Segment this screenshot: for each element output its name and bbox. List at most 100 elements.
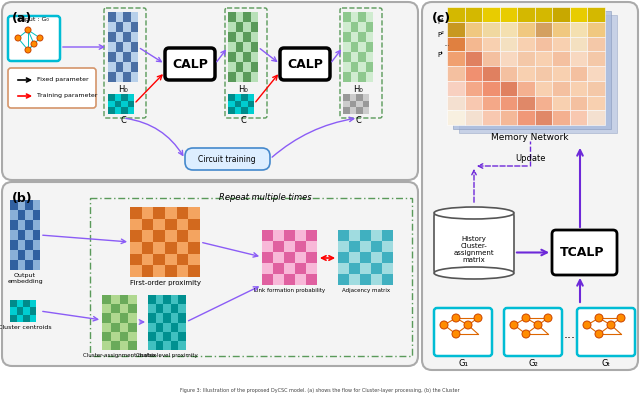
Bar [33,220,40,230]
Bar [17,200,25,210]
Bar [570,110,588,125]
Bar [108,22,115,32]
Bar [33,260,40,270]
Bar [10,300,17,307]
Text: Input : G₀: Input : G₀ [19,17,49,22]
Bar [358,52,365,62]
Bar [362,94,369,101]
Bar [517,95,535,110]
Bar [338,230,349,241]
Bar [570,36,588,51]
Circle shape [25,47,31,53]
Bar [349,252,360,263]
Bar [163,295,171,304]
Bar [10,230,17,240]
Bar [338,241,349,252]
Bar [365,22,373,32]
FancyBboxPatch shape [8,16,60,61]
Text: Cluster-assignment matrix: Cluster-assignment matrix [83,353,157,358]
FancyBboxPatch shape [165,48,215,80]
Circle shape [474,314,482,322]
Bar [351,52,358,62]
Bar [500,66,517,81]
Circle shape [617,314,625,322]
Bar [115,12,123,22]
Bar [171,322,179,332]
Bar [351,22,358,32]
Bar [102,332,111,341]
Bar [306,230,317,241]
Bar [131,62,138,72]
FancyBboxPatch shape [8,68,96,108]
Bar [111,341,120,350]
Bar [295,241,306,252]
Bar [360,274,371,285]
Ellipse shape [434,267,514,279]
Bar [295,252,306,263]
Circle shape [583,321,591,329]
Bar [570,81,588,95]
Bar [25,220,33,230]
Bar [177,254,188,265]
Bar [188,254,200,265]
Bar [33,250,40,260]
Bar [351,62,358,72]
Bar [482,95,500,110]
Bar [360,263,371,274]
Bar [500,51,517,66]
Bar [148,332,156,341]
Bar [102,295,111,304]
Bar [535,22,552,36]
Bar [120,295,128,304]
Text: G₂: G₂ [528,359,538,368]
Bar [382,230,393,241]
Text: H₀: H₀ [118,85,128,94]
Bar [120,313,128,322]
Text: Gₜ: Gₜ [602,359,611,368]
Bar [130,219,141,230]
Bar [29,300,36,307]
Bar [228,62,236,72]
Bar [228,94,234,101]
Bar [188,242,200,254]
Bar [552,95,570,110]
Bar [517,66,535,81]
Bar [188,219,200,230]
Bar [447,66,465,81]
Bar [535,7,552,22]
Text: History
Cluster-
assignment
matrix: History Cluster- assignment matrix [454,237,494,263]
Bar [241,94,248,101]
Circle shape [607,321,615,329]
Bar [163,341,171,350]
Bar [243,72,250,82]
Bar [552,22,570,36]
Bar [33,210,40,220]
Bar [148,304,156,313]
Bar [500,95,517,110]
FancyBboxPatch shape [2,2,418,180]
Bar [115,22,123,32]
Bar [453,11,611,129]
Bar [362,107,369,114]
Bar [115,107,121,114]
Bar [10,315,17,322]
Bar [228,107,234,114]
Bar [127,101,134,107]
Bar [535,66,552,81]
Bar [121,101,127,107]
Bar [111,322,120,332]
Text: First-order proximity: First-order proximity [129,280,200,286]
Bar [482,7,500,22]
Text: Memory Network: Memory Network [492,133,569,142]
Bar [588,22,605,36]
Bar [108,12,115,22]
Text: Training parameter: Training parameter [37,93,97,99]
Bar [121,94,127,101]
Bar [273,241,284,252]
Text: CALP: CALP [172,57,208,71]
Circle shape [534,321,542,329]
Bar [128,304,137,313]
Text: Fixed parameter: Fixed parameter [37,77,88,83]
Bar [236,32,243,42]
Bar [10,250,17,260]
